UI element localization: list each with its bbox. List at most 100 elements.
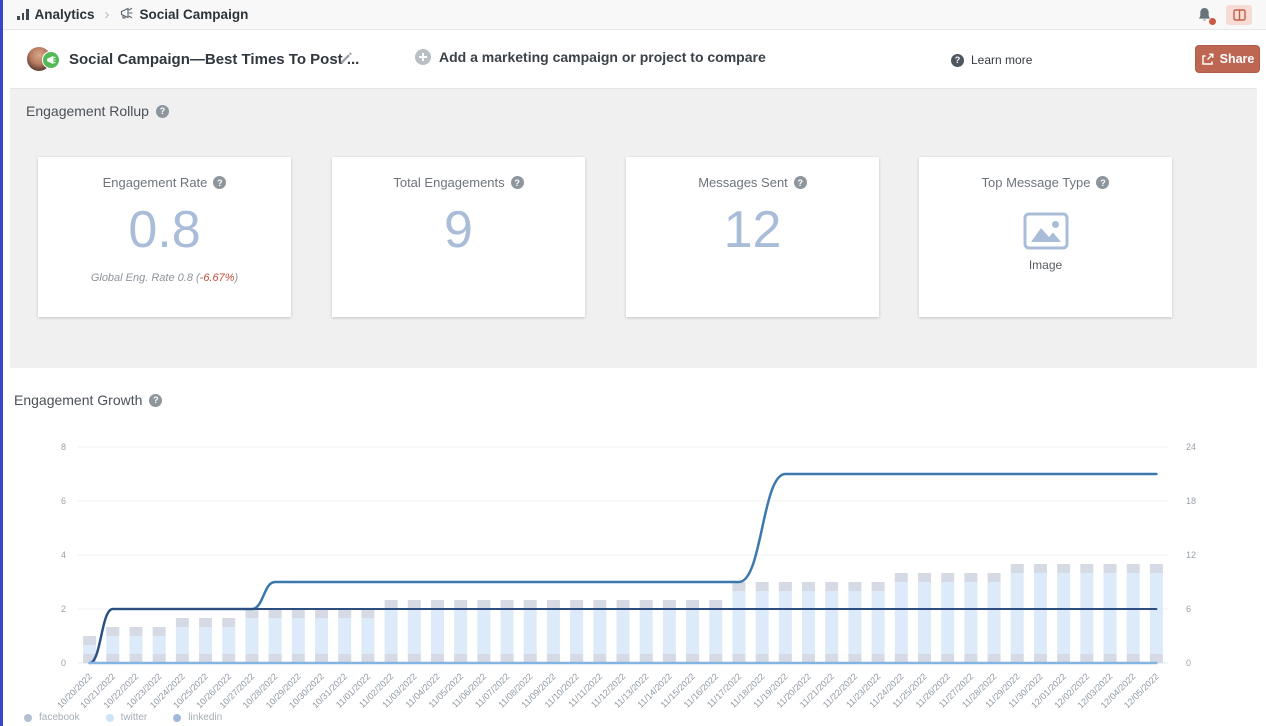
bar-segment-facebook[interactable] (175, 654, 189, 663)
bar-segment-facebook[interactable] (616, 654, 630, 663)
bar-segment-linkedin[interactable] (871, 582, 885, 591)
legend-item-twitter[interactable]: twitter (105, 712, 147, 723)
bar-segment-facebook[interactable] (315, 654, 329, 663)
bar-segment-twitter[interactable] (662, 609, 676, 654)
bar-segment-facebook[interactable] (662, 654, 676, 663)
bar-segment-facebook[interactable] (291, 654, 305, 663)
bar-segment-twitter[interactable] (106, 636, 120, 654)
bar-segment-twitter[interactable] (616, 609, 630, 654)
bar-segment-twitter[interactable] (570, 609, 584, 654)
bar-segment-linkedin[interactable] (1057, 564, 1071, 573)
bar-segment-linkedin[interactable] (709, 600, 723, 609)
bar-segment-facebook[interactable] (500, 654, 514, 663)
bar-segment-linkedin[interactable] (291, 609, 305, 618)
bar-segment-linkedin[interactable] (361, 609, 375, 618)
bar-segment-twitter[interactable] (639, 609, 653, 654)
bar-segment-linkedin[interactable] (570, 600, 584, 609)
bar-segment-linkedin[interactable] (616, 600, 630, 609)
total-engagements-help-icon[interactable] (510, 176, 524, 189)
line-twitter[interactable] (88, 608, 1158, 664)
bar-segment-linkedin[interactable] (917, 573, 931, 582)
bar-segment-facebook[interactable] (1080, 654, 1094, 663)
bar-segment-facebook[interactable] (802, 654, 816, 663)
bar-segment-linkedin[interactable] (430, 600, 444, 609)
bar-segment-linkedin[interactable] (778, 582, 792, 591)
bar-segment-facebook[interactable] (129, 654, 143, 663)
bar-segment-twitter[interactable] (454, 609, 468, 654)
bar-segment-linkedin[interactable] (732, 582, 746, 591)
bar-segment-facebook[interactable] (1126, 654, 1140, 663)
bar-segment-twitter[interactable] (1057, 573, 1071, 654)
bar-segment-facebook[interactable] (639, 654, 653, 663)
bar-segment-facebook[interactable] (268, 654, 282, 663)
bar-segment-linkedin[interactable] (1126, 564, 1140, 573)
learn-more-link[interactable]: Learn more (951, 53, 1032, 67)
bar-segment-twitter[interactable] (175, 627, 189, 654)
bar-segment-facebook[interactable] (686, 654, 700, 663)
bar-segment-facebook[interactable] (1057, 654, 1071, 663)
bar-segment-linkedin[interactable] (523, 600, 537, 609)
bar-segment-facebook[interactable] (1103, 654, 1117, 663)
bar-segment-twitter[interactable] (384, 609, 398, 654)
messages-sent-help-icon[interactable] (793, 176, 807, 189)
bar-segment-linkedin[interactable] (338, 609, 352, 618)
bar-segment-linkedin[interactable] (315, 609, 329, 618)
legend-item-facebook[interactable]: facebook (24, 712, 80, 723)
bar-segment-twitter[interactable] (871, 591, 885, 654)
bar-segment-linkedin[interactable] (593, 600, 607, 609)
rollup-help-icon[interactable] (155, 104, 169, 118)
bar-segment-facebook[interactable] (1010, 654, 1024, 663)
bar-segment-linkedin[interactable] (477, 600, 491, 609)
bar-segment-facebook[interactable] (871, 654, 885, 663)
bar-segment-facebook[interactable] (1033, 654, 1047, 663)
bar-segment-twitter[interactable] (523, 609, 537, 654)
bar-segment-facebook[interactable] (709, 654, 723, 663)
bar-segment-twitter[interactable] (1149, 573, 1163, 654)
bar-segment-twitter[interactable] (778, 591, 792, 654)
bar-segment-linkedin[interactable] (152, 627, 166, 636)
bar-segment-twitter[interactable] (338, 618, 352, 654)
bar-segment-twitter[interactable] (1033, 573, 1047, 654)
bar-segment-linkedin[interactable] (1080, 564, 1094, 573)
bar-segment-twitter[interactable] (1126, 573, 1140, 654)
bar-segment-twitter[interactable] (848, 591, 862, 654)
growth-help-icon[interactable] (149, 393, 163, 407)
bar-segment-facebook[interactable] (338, 654, 352, 663)
bar-segment-twitter[interactable] (732, 591, 746, 654)
bar-segment-facebook[interactable] (755, 654, 769, 663)
engagement-rate-help-icon[interactable] (213, 176, 227, 189)
bar-segment-linkedin[interactable] (755, 582, 769, 591)
bar-segment-twitter[interactable] (199, 627, 213, 654)
bar-segment-facebook[interactable] (454, 654, 468, 663)
bar-segment-facebook[interactable] (825, 654, 839, 663)
bar-segment-linkedin[interactable] (894, 573, 908, 582)
bar-segment-twitter[interactable] (500, 609, 514, 654)
bar-segment-linkedin[interactable] (500, 600, 514, 609)
bar-segment-linkedin[interactable] (407, 600, 421, 609)
bar-segment-linkedin[interactable] (1010, 564, 1024, 573)
bar-segment-facebook[interactable] (106, 654, 120, 663)
bar-segment-facebook[interactable] (152, 654, 166, 663)
bar-segment-facebook[interactable] (199, 654, 213, 663)
bar-segment-linkedin[interactable] (686, 600, 700, 609)
reading-list-button[interactable] (1226, 4, 1252, 25)
bar-segment-facebook[interactable] (778, 654, 792, 663)
bar-segment-twitter[interactable] (894, 582, 908, 654)
bar-segment-facebook[interactable] (1149, 654, 1163, 663)
bar-segment-twitter[interactable] (802, 591, 816, 654)
bar-segment-twitter[interactable] (83, 645, 97, 654)
bar-segment-twitter[interactable] (941, 582, 955, 654)
bar-segment-linkedin[interactable] (129, 627, 143, 636)
bar-segment-facebook[interactable] (570, 654, 584, 663)
bar-segment-twitter[interactable] (1010, 573, 1024, 654)
bar-segment-linkedin[interactable] (83, 636, 97, 645)
bar-segment-twitter[interactable] (245, 618, 259, 654)
bar-segment-facebook[interactable] (964, 654, 978, 663)
bar-segment-facebook[interactable] (593, 654, 607, 663)
bar-segment-facebook[interactable] (245, 654, 259, 663)
bar-segment-twitter[interactable] (1080, 573, 1094, 654)
bar-segment-linkedin[interactable] (546, 600, 560, 609)
bar-segment-linkedin[interactable] (1149, 564, 1163, 573)
bar-segment-twitter[interactable] (987, 582, 1001, 654)
bar-segment-facebook[interactable] (848, 654, 862, 663)
